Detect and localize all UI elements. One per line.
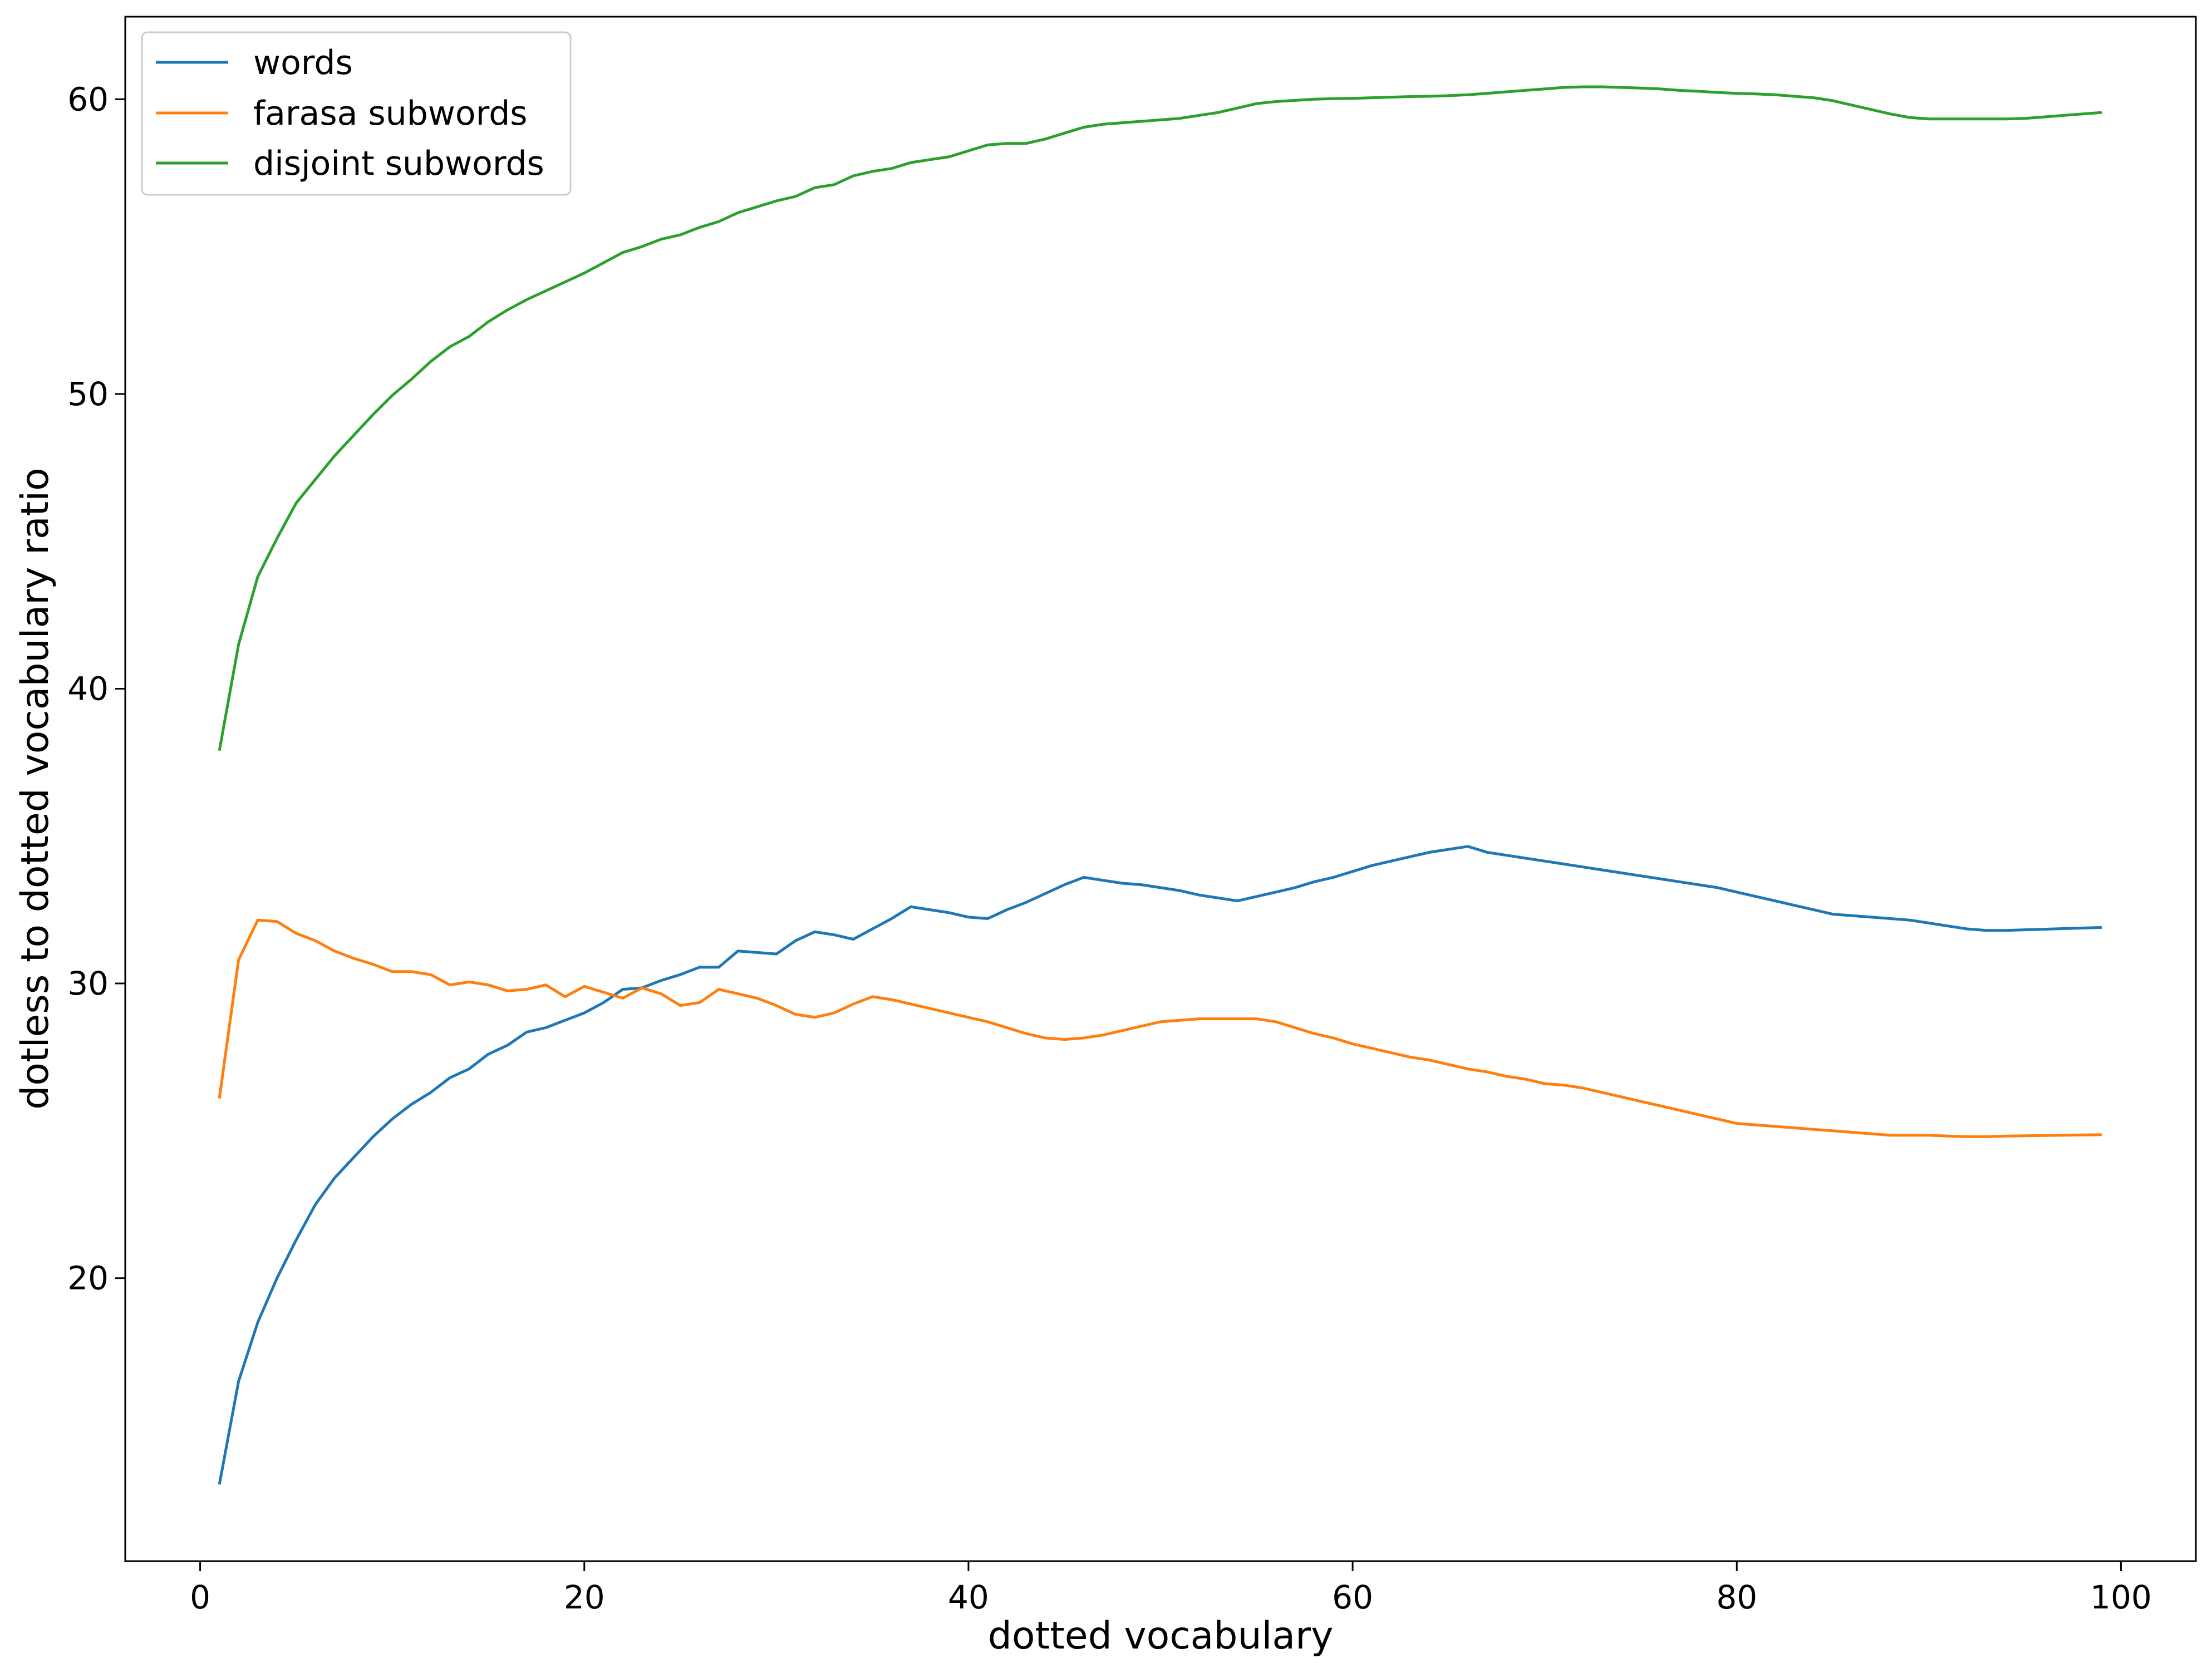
- legend-label-farasa-subwords: farasa subwords: [253, 94, 528, 133]
- y-tick-label: 20: [67, 1259, 109, 1297]
- x-tick-label: 100: [2090, 1578, 2152, 1616]
- legend-label-words: words: [253, 43, 353, 82]
- y-axis-ticks: 20 30 40 50 60: [67, 80, 125, 1297]
- y-axis-label: dotless to dotted vocabulary ratio: [13, 468, 57, 1110]
- y-tick-label: 40: [67, 670, 109, 707]
- x-tick-label: 20: [564, 1578, 605, 1616]
- x-tick-label: 0: [190, 1578, 210, 1616]
- series-line-farasa-subwords: [218, 918, 2102, 1138]
- y-tick-label: 30: [67, 965, 109, 1002]
- y-tick-label: 60: [67, 80, 109, 118]
- x-tick-label: 40: [948, 1578, 989, 1616]
- legend-label-disjoint-subwords: disjoint subwords: [253, 144, 544, 183]
- plot-frame: [124, 16, 2197, 1562]
- series-line-disjoint-subwords: [218, 85, 2102, 751]
- x-tick-label: 80: [1716, 1578, 1757, 1616]
- y-tick-label: 50: [67, 375, 109, 413]
- plot-background: [125, 17, 2196, 1561]
- series-line-words: [218, 845, 2102, 1485]
- legend-box: [141, 31, 572, 196]
- legend: words farasa subwords disjoint subwords: [141, 31, 572, 196]
- series-lines: [218, 85, 2102, 1485]
- x-axis-label: dotted vocabulary: [988, 1614, 1334, 1658]
- x-axis-ticks: 0 20 40 60 80 100: [190, 1561, 2152, 1616]
- x-tick-label: 60: [1332, 1578, 1373, 1616]
